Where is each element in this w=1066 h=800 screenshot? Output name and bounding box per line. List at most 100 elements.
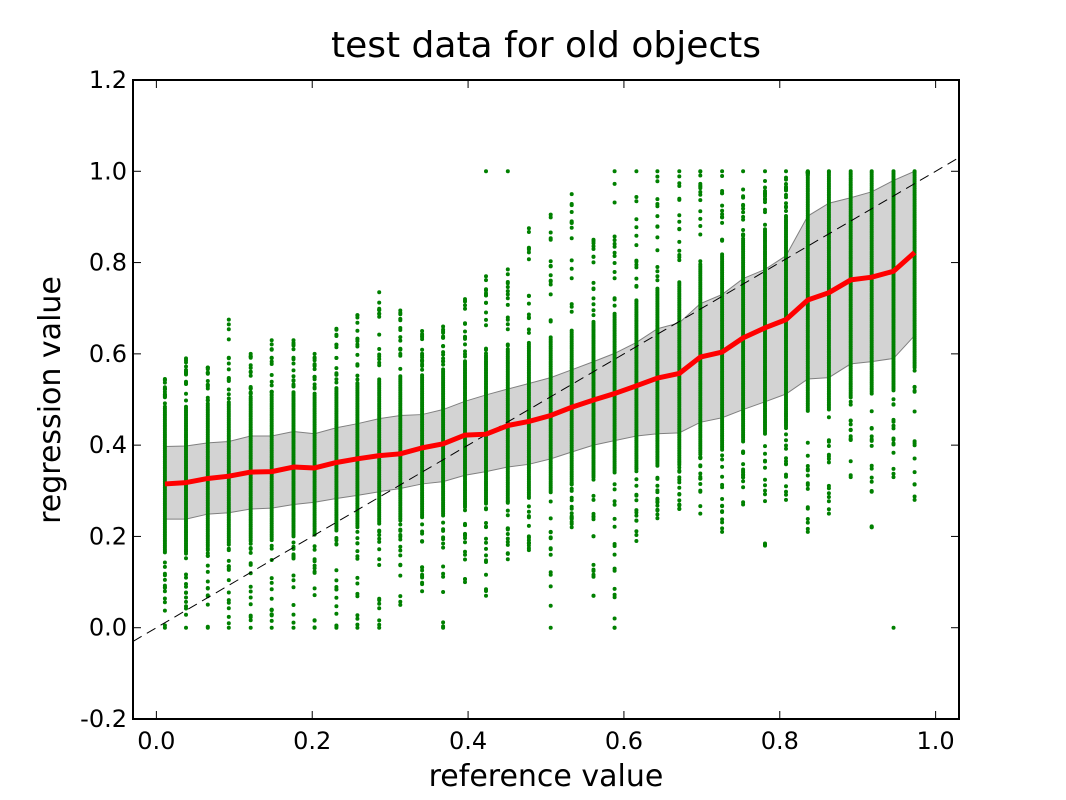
- scatter-point: [463, 577, 467, 582]
- scatter-point: [269, 379, 274, 384]
- scatter-point: [226, 337, 231, 342]
- scatter-point: [505, 508, 510, 513]
- y-tick-label: 1.0: [89, 157, 127, 185]
- scatter-point: [398, 328, 403, 332]
- scatter-point: [526, 523, 531, 528]
- x-tick-label: 0.6: [605, 727, 643, 755]
- scatter-column: [205, 365, 210, 630]
- scatter-point: [398, 594, 403, 599]
- scatter-point: [891, 625, 896, 630]
- scatter-point: [334, 332, 339, 337]
- scatter-point: [441, 330, 446, 335]
- scatter-point: [420, 358, 425, 363]
- scatter-point: [591, 260, 596, 265]
- scatter-point: [248, 351, 253, 356]
- scatter-point: [398, 563, 403, 568]
- scatter-point: [205, 551, 210, 556]
- scatter-point: [420, 362, 425, 367]
- scatter-point: [677, 507, 682, 511]
- scatter-point: [805, 529, 810, 534]
- scatter-point: [848, 169, 853, 174]
- scatter-point: [205, 579, 210, 584]
- scatter-column: [269, 338, 274, 630]
- scatter-point: [312, 377, 317, 382]
- scatter-point: [548, 279, 553, 284]
- scatter-point: [334, 380, 339, 385]
- scatter-point: [677, 253, 682, 257]
- scatter-point: [591, 574, 596, 579]
- scatter-point: [398, 548, 403, 553]
- scatter-point: [720, 510, 725, 514]
- scatter-point: [912, 169, 917, 174]
- scatter-point: [205, 569, 210, 574]
- scatter-point: [505, 267, 510, 272]
- scatter-point: [805, 506, 810, 511]
- scatter-point: [248, 363, 253, 368]
- scatter-point: [677, 239, 682, 244]
- scatter-column: [184, 356, 188, 630]
- scatter-point: [355, 549, 360, 554]
- scatter-point: [334, 342, 339, 347]
- scatter-point: [677, 469, 682, 474]
- scatter-point: [205, 563, 210, 568]
- scatter-point: [463, 303, 467, 308]
- scatter-point: [505, 272, 510, 277]
- scatter-point: [634, 477, 639, 482]
- scatter-point: [784, 484, 788, 489]
- scatter-point: [505, 289, 510, 294]
- scatter-point: [612, 482, 617, 487]
- scatter-point: [805, 481, 810, 486]
- scatter-point: [355, 541, 360, 546]
- scatter-point: [441, 541, 446, 546]
- scatter-point: [355, 556, 360, 561]
- scatter-point: [634, 258, 639, 263]
- scatter-point: [634, 225, 639, 230]
- scatter-point: [912, 385, 917, 390]
- scatter-point: [184, 391, 188, 396]
- scatter-point: [312, 351, 317, 356]
- scatter-point: [548, 516, 553, 521]
- scatter-point: [162, 571, 167, 576]
- scatter-point: [463, 549, 467, 554]
- scatter-point: [698, 463, 703, 468]
- scatter-point: [205, 395, 210, 400]
- scatter-point: [612, 241, 617, 246]
- scatter-point: [420, 531, 425, 536]
- scatter-point: [548, 625, 553, 630]
- scatter-point: [334, 604, 339, 609]
- scatter-point: [612, 234, 617, 239]
- scatter-point: [891, 426, 896, 431]
- scatter-point: [484, 288, 488, 293]
- plot-area: 0.0 0.2 0.4 0.6 0.8 1.0 -0.2 0.0 0.2 0.4 0.6 0.8 1.0…: [80, 66, 960, 755]
- scatter-point: [634, 169, 639, 174]
- scatter-point: [420, 589, 425, 594]
- scatter-point: [463, 334, 467, 339]
- scatter-point: [248, 562, 253, 567]
- scatter-point: [548, 570, 553, 575]
- scatter-point: [505, 532, 510, 536]
- scatter-point: [720, 485, 725, 490]
- scatter-point: [591, 493, 596, 498]
- scatter-point: [484, 540, 488, 545]
- scatter-point: [398, 544, 403, 549]
- scatter-point: [398, 338, 403, 343]
- scatter-point: [677, 477, 682, 482]
- scatter-point: [569, 210, 574, 214]
- chart-title: test data for old objects: [331, 25, 761, 66]
- scatter-point: [805, 520, 810, 525]
- scatter-point: [569, 511, 574, 516]
- scatter-point: [548, 499, 553, 504]
- scatter-point: [784, 438, 788, 443]
- scatter-point: [869, 489, 874, 493]
- scatter-point: [291, 578, 296, 583]
- scatter-point: [420, 582, 425, 587]
- scatter-point: [184, 590, 188, 595]
- scatter-point: [334, 377, 339, 382]
- scatter-point: [569, 328, 574, 333]
- scatter-point: [698, 482, 703, 486]
- scatter-point: [377, 360, 382, 365]
- scatter-point: [805, 453, 810, 458]
- scatter-point: [912, 497, 917, 502]
- scatter-point: [377, 622, 382, 627]
- scatter-point: [312, 586, 317, 591]
